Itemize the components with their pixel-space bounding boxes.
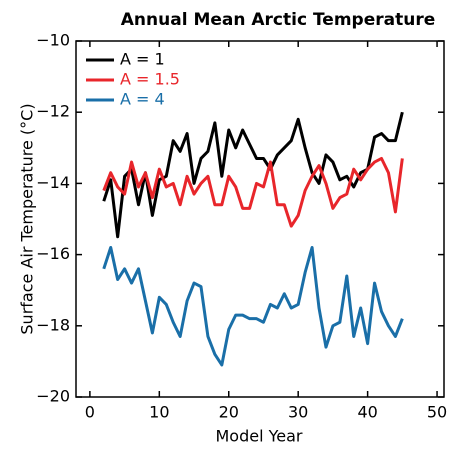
x-tick-label: 30 (288, 403, 308, 422)
y-tick-label: −18 (36, 315, 70, 334)
chart-title: Annual Mean Arctic Temperature (121, 10, 435, 30)
series-line (102, 156, 404, 228)
legend-label: A = 4 (120, 90, 165, 109)
series-line (102, 245, 404, 367)
y-tick-label: −12 (36, 102, 70, 121)
x-tick-label: 10 (149, 403, 169, 422)
x-axis-label: Model Year (216, 427, 303, 446)
x-tick-label: 50 (427, 403, 447, 422)
series-line (102, 111, 404, 239)
y-axis-label: Surface Air Temperature (°C) (18, 103, 37, 334)
legend-label: A = 1 (120, 50, 165, 69)
y-tick-label: −16 (36, 244, 70, 263)
x-tick-label: 20 (219, 403, 239, 422)
x-tick-label: 40 (357, 403, 377, 422)
y-tick-label: −14 (36, 173, 70, 192)
y-tick-label: −10 (36, 31, 70, 50)
legend-label: A = 1.5 (120, 70, 180, 89)
y-tick-label: −20 (36, 387, 70, 406)
plot-frame (75, 40, 445, 398)
x-tick-label: 0 (85, 403, 95, 422)
